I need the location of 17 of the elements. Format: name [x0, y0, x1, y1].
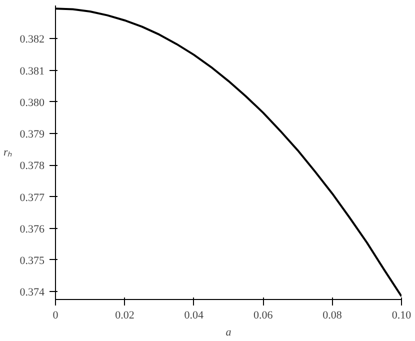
x-tick-label: 0.02 — [115, 310, 134, 322]
y-tick-label: 0.376 — [20, 223, 45, 236]
x-tick-label: 0.08 — [322, 310, 342, 322]
y-tick-label: 0.377 — [20, 192, 45, 204]
y-tick-label: 0.380 — [20, 96, 45, 109]
y-tick-label: 0.375 — [20, 254, 45, 267]
x-tick-label: 0 — [52, 310, 59, 322]
y-axis-title: rₕ — [3, 146, 13, 158]
x-tick-label: 0.10 — [392, 310, 412, 322]
x-axis-title: a — [226, 326, 232, 338]
y-tick-label: 0.378 — [20, 160, 45, 172]
x-tick-label: 0.04 — [184, 310, 204, 322]
y-tick-label: 0.374 — [20, 286, 45, 299]
y-tick-label: 0.381 — [20, 65, 44, 78]
x-tick-label: 0.06 — [253, 310, 274, 322]
y-tick-label: 0.379 — [20, 128, 45, 141]
y-tick-label: 0.382 — [20, 34, 44, 46]
